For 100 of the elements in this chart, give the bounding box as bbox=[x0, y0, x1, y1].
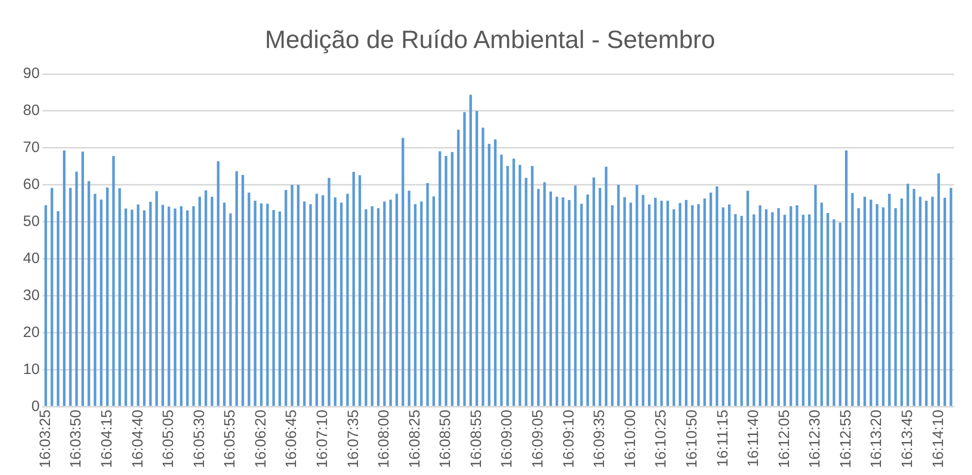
bar bbox=[395, 194, 398, 406]
x-tick-label: 16:08:55 bbox=[468, 410, 485, 468]
bar bbox=[876, 204, 878, 406]
bar bbox=[118, 188, 121, 406]
bar bbox=[328, 178, 330, 406]
bar bbox=[832, 219, 836, 406]
bar bbox=[432, 196, 435, 406]
bar bbox=[654, 198, 657, 406]
y-tick-label: 30 bbox=[22, 286, 40, 304]
x-tick-label: 16:10:50 bbox=[683, 410, 700, 468]
bar bbox=[69, 188, 72, 406]
bar bbox=[450, 152, 454, 406]
bar bbox=[758, 205, 762, 406]
bar bbox=[777, 208, 780, 406]
bar bbox=[666, 200, 669, 406]
bar bbox=[894, 208, 897, 406]
x-tick-label: 16:04:15 bbox=[98, 410, 116, 468]
bar bbox=[44, 205, 48, 406]
bar bbox=[728, 204, 731, 406]
bar bbox=[210, 196, 214, 406]
bar bbox=[925, 200, 928, 406]
x-tick-label: 16:08:25 bbox=[406, 410, 424, 468]
bar bbox=[857, 208, 860, 406]
x-tick-label: 16:12:30 bbox=[806, 410, 824, 468]
y-tick-label: 90 bbox=[22, 65, 40, 82]
bar bbox=[469, 94, 472, 406]
x-tick-label: 16:06:20 bbox=[252, 410, 270, 468]
bar bbox=[161, 204, 164, 406]
bar bbox=[364, 209, 368, 406]
bar bbox=[826, 212, 830, 406]
bar bbox=[636, 184, 638, 406]
bar bbox=[716, 186, 718, 406]
x-tick-label: 16:12:05 bbox=[776, 410, 793, 468]
bar bbox=[629, 202, 632, 406]
bar bbox=[444, 156, 448, 406]
bar bbox=[136, 204, 140, 406]
bar bbox=[198, 196, 201, 406]
bar bbox=[476, 110, 478, 406]
bar bbox=[568, 200, 570, 406]
bar bbox=[438, 151, 442, 406]
bar bbox=[512, 158, 516, 406]
bar bbox=[254, 200, 256, 406]
bar bbox=[106, 187, 109, 406]
bar bbox=[574, 186, 577, 406]
bar bbox=[783, 214, 786, 406]
bar bbox=[248, 192, 250, 406]
x-tick-label: 16:09:35 bbox=[591, 410, 608, 468]
bar bbox=[340, 202, 343, 406]
bar bbox=[192, 206, 195, 406]
bar bbox=[530, 166, 534, 406]
x-tick-label: 16:07:10 bbox=[314, 410, 332, 468]
bar bbox=[796, 205, 798, 406]
x-tick-label: 16:13:45 bbox=[898, 410, 916, 468]
bar bbox=[266, 204, 269, 406]
bar bbox=[408, 190, 410, 406]
bar bbox=[168, 206, 170, 406]
bar bbox=[863, 196, 866, 406]
bar bbox=[648, 204, 651, 406]
bar bbox=[937, 173, 940, 406]
bar bbox=[697, 204, 700, 406]
bar bbox=[62, 150, 66, 406]
x-tick-label: 16:11:15 bbox=[714, 410, 732, 467]
bar bbox=[722, 207, 724, 406]
x-tick-label: 16:09:00 bbox=[498, 410, 516, 468]
bar bbox=[562, 197, 564, 406]
bar bbox=[309, 204, 312, 406]
bar bbox=[457, 130, 460, 406]
y-tick-label: 10 bbox=[22, 360, 40, 378]
bar bbox=[346, 194, 349, 406]
bar bbox=[617, 184, 620, 406]
bar bbox=[734, 214, 737, 406]
x-tick-label: 16:11:40 bbox=[745, 410, 762, 467]
bar bbox=[586, 194, 589, 406]
bar bbox=[764, 209, 768, 406]
bar bbox=[100, 200, 102, 406]
bar bbox=[315, 194, 318, 406]
bar bbox=[272, 210, 275, 406]
bar bbox=[75, 172, 78, 406]
bar bbox=[370, 206, 374, 406]
x-tick-label: 16:06:45 bbox=[283, 410, 300, 468]
bar bbox=[610, 205, 614, 406]
bar bbox=[752, 214, 756, 406]
bar bbox=[623, 197, 626, 406]
y-tick-label: 50 bbox=[22, 212, 40, 230]
y-tick-label: 80 bbox=[22, 102, 40, 120]
bar bbox=[290, 184, 294, 406]
bar bbox=[81, 152, 84, 406]
x-tick-label: 16:10:25 bbox=[652, 410, 670, 468]
bar bbox=[740, 216, 743, 406]
bar bbox=[888, 194, 891, 406]
bar bbox=[844, 150, 848, 406]
bar bbox=[284, 190, 288, 406]
bar bbox=[112, 156, 115, 406]
x-tick-label: 16:10:00 bbox=[622, 410, 639, 468]
bar bbox=[604, 166, 608, 406]
bar bbox=[149, 202, 152, 406]
x-tick-label: 16:08:50 bbox=[437, 410, 454, 468]
bar bbox=[931, 196, 934, 406]
bar bbox=[334, 197, 336, 406]
bar bbox=[389, 200, 392, 406]
